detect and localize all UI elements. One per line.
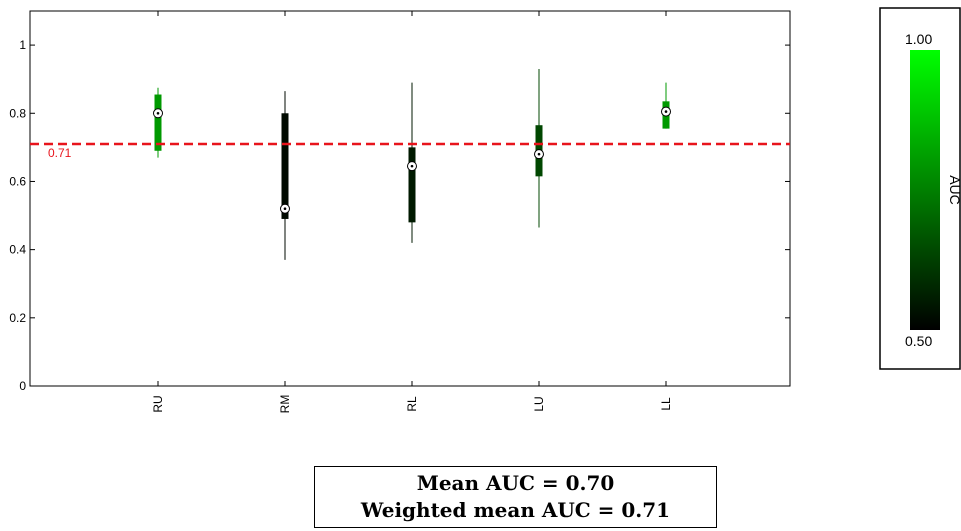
colorbar-max-label: 1.00: [905, 31, 932, 47]
x-tick-label: LU: [532, 396, 546, 411]
x-tick-label: LL: [659, 397, 673, 411]
y-tick-label: 0: [19, 379, 26, 393]
x-tick-label: RU: [151, 395, 165, 412]
mean-auc-text: Mean AUC = 0.70: [416, 471, 615, 495]
reference-line-label: 0.71: [48, 146, 72, 160]
median-dot: [537, 152, 541, 156]
box: [281, 113, 289, 219]
x-tick-label: RL: [405, 396, 419, 412]
x-tick-label: RM: [278, 395, 292, 414]
y-tick-label: 1: [19, 38, 26, 52]
median-dot: [156, 111, 160, 115]
y-tick-label: 0.4: [9, 243, 26, 257]
median-dot: [283, 207, 287, 211]
median-dot: [410, 164, 414, 168]
mean-auc-box: Mean AUC = 0.70 Weighted mean AUC = 0.71: [314, 466, 717, 528]
weighted-mean-auc-text: Weighted mean AUC = 0.71: [360, 498, 671, 522]
plot-frame: [29, 10, 791, 387]
y-tick-label: 0.6: [9, 174, 26, 188]
median-dot: [664, 110, 668, 113]
box: [154, 94, 162, 151]
colorbar-gradient: [910, 50, 940, 330]
colorbar-title: AUC: [947, 175, 961, 205]
y-tick-label: 0.8: [9, 106, 26, 120]
colorbar-min-label: 0.50: [905, 333, 932, 349]
y-tick-label: 0.2: [9, 311, 26, 325]
box: [408, 147, 416, 223]
